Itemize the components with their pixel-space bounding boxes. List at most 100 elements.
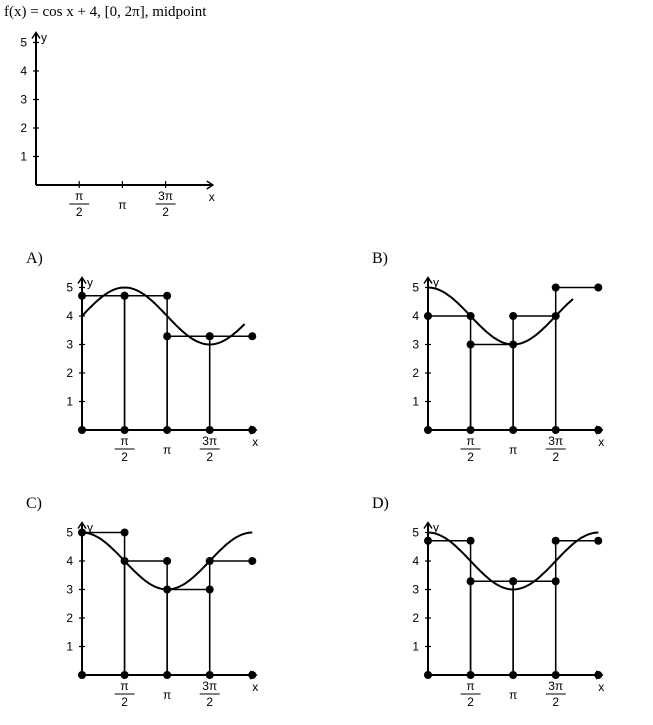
x-tick-label-denominator: 2 xyxy=(467,450,474,464)
point-marker xyxy=(509,671,518,679)
x-tick-label-denominator: 2 xyxy=(162,205,169,219)
y-tick-label: 3 xyxy=(20,93,27,107)
point-marker xyxy=(78,671,86,679)
y-tick-label: 2 xyxy=(412,366,419,380)
point-marker xyxy=(509,577,518,586)
x-tick-label-numerator: 3π xyxy=(548,679,563,693)
point-marker xyxy=(551,671,560,679)
y-axis-arrow xyxy=(77,276,87,284)
point-marker xyxy=(248,557,257,565)
y-tick-label: 4 xyxy=(66,554,73,568)
point-marker xyxy=(78,291,86,300)
x-axis-label: x xyxy=(598,680,604,694)
x-tick-label: π xyxy=(163,443,171,457)
point-marker xyxy=(205,671,214,679)
x-tick-label: π xyxy=(118,198,126,212)
x-tick-label-denominator: 2 xyxy=(76,205,83,219)
y-tick-label: 4 xyxy=(20,64,27,78)
point-marker xyxy=(163,671,172,679)
point-marker xyxy=(248,332,257,341)
y-axis-arrow xyxy=(423,521,433,529)
x-tick-label-numerator: π xyxy=(466,679,474,693)
x-tick-label-denominator: 2 xyxy=(552,695,559,709)
y-axis-label: y xyxy=(433,276,439,290)
y-axis-arrow xyxy=(423,276,433,284)
x-tick-label-numerator: 3π xyxy=(548,434,563,448)
y-axis-label: y xyxy=(433,521,439,535)
point-marker xyxy=(466,312,475,320)
x-tick-label: π xyxy=(509,688,517,702)
y-tick-label: 5 xyxy=(20,36,27,50)
point-marker xyxy=(594,426,603,434)
point-marker xyxy=(120,557,129,565)
y-axis-label: y xyxy=(41,31,47,45)
x-tick-label-denominator: 2 xyxy=(206,450,213,464)
point-marker xyxy=(594,536,603,545)
x-tick-label-denominator: 2 xyxy=(552,450,559,464)
x-axis-label: x xyxy=(209,190,215,204)
x-tick-label-denominator: 2 xyxy=(121,695,128,709)
y-tick-label: 1 xyxy=(412,395,419,409)
point-marker xyxy=(78,426,86,434)
y-tick-label: 4 xyxy=(412,554,419,568)
question-text: f(x) = cos x + 4, [0, 2π], midpoint xyxy=(4,4,207,20)
point-marker xyxy=(205,426,214,434)
y-tick-label: 2 xyxy=(20,121,27,135)
y-tick-label: 1 xyxy=(20,150,27,164)
y-tick-label: 4 xyxy=(66,309,73,323)
y-axis-arrow xyxy=(77,521,87,529)
y-tick-label: 3 xyxy=(412,338,419,352)
x-tick-label-numerator: π xyxy=(75,189,83,203)
y-tick-label: 5 xyxy=(412,281,419,295)
y-tick-label: 4 xyxy=(412,309,419,323)
point-marker xyxy=(594,671,603,679)
option-a-label[interactable]: A) xyxy=(26,250,43,267)
point-marker xyxy=(120,426,129,434)
y-tick-label: 3 xyxy=(66,583,73,597)
y-tick-label: 3 xyxy=(66,338,73,352)
y-tick-label: 1 xyxy=(66,395,73,409)
x-tick-label: π xyxy=(163,688,171,702)
point-marker xyxy=(120,291,129,300)
point-marker xyxy=(551,426,560,434)
point-marker xyxy=(424,426,432,434)
x-tick-label-numerator: 3π xyxy=(202,434,217,448)
x-tick-label-denominator: 2 xyxy=(206,695,213,709)
x-tick-label-denominator: 2 xyxy=(121,450,128,464)
point-marker xyxy=(594,283,603,292)
y-tick-label: 1 xyxy=(412,640,419,654)
function-curve xyxy=(81,286,246,346)
x-tick-label-numerator: 3π xyxy=(158,189,173,203)
point-marker xyxy=(466,671,475,679)
point-marker xyxy=(424,312,432,320)
x-axis-arrow xyxy=(206,180,215,190)
point-marker xyxy=(466,340,475,349)
point-marker xyxy=(205,332,214,341)
x-axis-label: x xyxy=(252,680,258,694)
y-tick-label: 5 xyxy=(66,526,73,540)
option-b-label[interactable]: B) xyxy=(372,250,388,267)
y-tick-label: 2 xyxy=(66,611,73,625)
point-marker xyxy=(248,426,257,434)
point-marker xyxy=(424,536,432,545)
y-tick-label: 3 xyxy=(412,583,419,597)
option-c-label[interactable]: C) xyxy=(26,495,42,512)
x-axis-label: x xyxy=(252,435,258,449)
point-marker xyxy=(424,671,432,679)
point-marker xyxy=(205,557,214,565)
point-marker xyxy=(163,585,172,594)
x-tick-label-denominator: 2 xyxy=(467,695,474,709)
x-tick-label-numerator: π xyxy=(120,679,128,693)
x-tick-label-numerator: 3π xyxy=(202,679,217,693)
x-tick-label: π xyxy=(509,443,517,457)
y-tick-label: 2 xyxy=(412,611,419,625)
point-marker xyxy=(509,312,518,320)
point-marker xyxy=(163,426,172,434)
point-marker xyxy=(466,426,475,434)
option-d-label[interactable]: D) xyxy=(372,495,389,512)
